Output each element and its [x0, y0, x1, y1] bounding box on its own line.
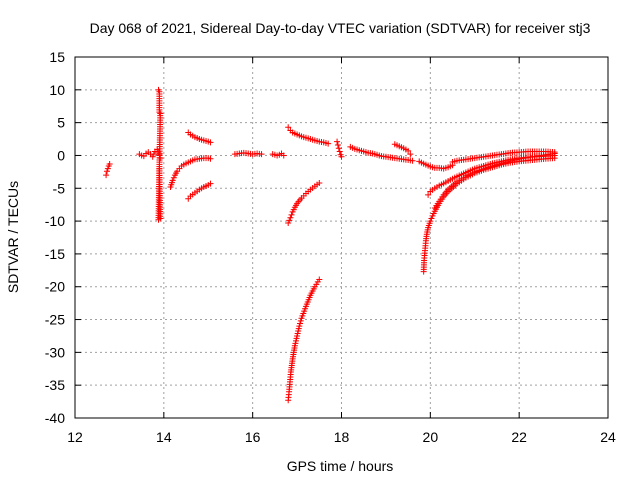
series-arc-19.2 — [391, 141, 414, 158]
x-ticks: 12 14 16 18 20 22 24 — [67, 57, 616, 445]
data-point — [551, 150, 558, 157]
series-arc-12.7 — [103, 160, 113, 179]
y-tick-label: -5 — [53, 180, 66, 196]
data-point — [169, 177, 176, 184]
data-point — [316, 180, 323, 187]
data-point — [336, 148, 343, 155]
data-point — [316, 276, 323, 283]
series-arc-20.1 — [431, 150, 558, 211]
y-tick-label: -10 — [45, 213, 65, 229]
x-axis-label: GPS time / hours — [287, 458, 394, 474]
series-arc-17.9 — [334, 138, 345, 160]
data-marks — [103, 86, 558, 404]
data-point — [405, 147, 412, 154]
data-point — [334, 141, 341, 148]
data-point — [334, 138, 341, 145]
y-tick-label: 15 — [49, 49, 65, 65]
data-point — [286, 217, 293, 224]
data-point — [258, 151, 265, 158]
data-point — [207, 155, 214, 162]
series-arc-14.6b — [185, 180, 214, 202]
data-point — [280, 152, 287, 159]
x-tick-label: 12 — [67, 429, 83, 445]
y-tick-label: -20 — [45, 279, 65, 295]
data-point — [287, 214, 294, 221]
data-point — [285, 124, 292, 131]
data-point — [104, 165, 111, 172]
series-arc-20.5 — [449, 148, 558, 166]
data-point — [425, 191, 432, 198]
data-point — [407, 151, 414, 158]
data-point — [297, 317, 304, 324]
data-point — [207, 139, 214, 146]
data-point — [285, 220, 292, 227]
x-tick-label: 20 — [423, 429, 439, 445]
y-tick-label: -15 — [45, 246, 65, 262]
chart-title: Day 068 of 2021, Sidereal Day-to-day VTE… — [90, 20, 591, 36]
data-point — [103, 172, 110, 179]
series-arc-16.8c — [285, 276, 323, 404]
y-tick-label: 0 — [57, 147, 65, 163]
data-point — [288, 211, 295, 218]
data-point — [103, 168, 110, 175]
data-point — [156, 109, 163, 116]
x-tick-label: 22 — [511, 429, 527, 445]
data-point — [149, 153, 156, 160]
series-arc-16.8a — [285, 124, 332, 147]
y-ticks: 15 10 5 0 -5 -10 -15 -20 -25 -30 -35 -40 — [45, 49, 608, 426]
series-spike-13.9 — [155, 86, 164, 223]
data-point — [156, 165, 163, 172]
series-arc-18.2 — [347, 143, 416, 164]
data-point — [170, 174, 177, 181]
data-point — [207, 180, 214, 187]
series-arc-16.5 — [269, 150, 287, 159]
y-tick-label: -30 — [45, 344, 65, 360]
y-tick-label: -35 — [45, 377, 65, 393]
y-tick-label: 5 — [57, 115, 65, 131]
data-point — [427, 218, 434, 225]
y-tick-label: 10 — [49, 82, 65, 98]
data-point — [335, 145, 342, 152]
data-point — [325, 140, 332, 147]
data-point — [297, 320, 304, 327]
series-arc-15.8 — [231, 149, 265, 158]
series-arc-16.8b — [285, 180, 323, 227]
y-axis-label: SDTVAR / TECUs — [5, 181, 21, 293]
data-point — [409, 157, 416, 164]
series-arc-14.6a — [185, 129, 214, 146]
series-arc-19.8 — [416, 158, 456, 172]
data-point — [155, 149, 162, 156]
x-tick-label: 16 — [245, 429, 261, 445]
data-point — [338, 153, 345, 160]
x-tick-label: 14 — [156, 429, 172, 445]
x-tick-label: 24 — [600, 429, 616, 445]
data-point — [296, 323, 303, 330]
data-point — [106, 160, 113, 167]
y-tick-label: -25 — [45, 312, 65, 328]
data-point — [150, 151, 157, 158]
data-point — [428, 215, 435, 222]
series-arc-14.1 — [167, 155, 214, 190]
x-tick-label: 18 — [334, 429, 350, 445]
y-tick-label: -40 — [45, 410, 65, 426]
